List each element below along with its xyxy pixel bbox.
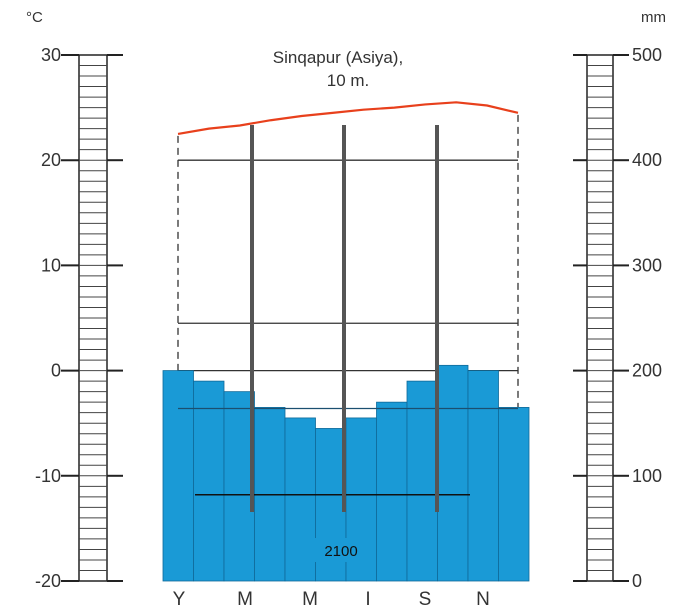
right-axis-unit: mm xyxy=(641,9,666,26)
precipitation-bar xyxy=(193,380,225,582)
chart-subtitle: 10 m. xyxy=(327,71,370,90)
precipitation-bar xyxy=(284,417,316,582)
right-axis-tick-label: 300 xyxy=(632,255,662,275)
annual-precipitation-label-bg xyxy=(313,538,369,562)
left-temperature-axis: 30 20 10 0 -10 -20 xyxy=(35,45,123,591)
right-axis-tick-label: 100 xyxy=(632,466,662,486)
left-axis-tick-label: 0 xyxy=(51,361,61,381)
precipitation-bar xyxy=(223,391,255,582)
x-axis-tick-label: S xyxy=(419,589,432,608)
x-axis-tick-label: N xyxy=(476,589,490,608)
left-axis-tick-label: 20 xyxy=(41,150,61,170)
left-axis-tick-label: 10 xyxy=(41,255,61,275)
precipitation-bar xyxy=(437,364,469,582)
chart-title: Sinqapur (Asiya), xyxy=(273,48,403,67)
right-precipitation-axis: 500 400 300 200 100 0 xyxy=(573,45,662,591)
temperature-line-group xyxy=(177,101,519,135)
precipitation-bar xyxy=(376,401,408,582)
precipitation-bars xyxy=(162,125,530,582)
left-axis-tick-label: 30 xyxy=(41,45,61,65)
annual-precipitation-annotation: 2100 xyxy=(313,538,369,562)
precipitation-bar xyxy=(162,370,194,582)
x-axis-tick-label: Y xyxy=(173,589,186,608)
left-axis-tick-label: -20 xyxy=(35,571,61,591)
precipitation-bar xyxy=(498,407,530,582)
precipitation-bar xyxy=(467,370,499,582)
x-axis-tick-label: M xyxy=(237,589,253,608)
right-axis-tick-label: 200 xyxy=(632,361,662,381)
x-axis-tick-label: M xyxy=(302,589,318,608)
right-axis-tick-label: 500 xyxy=(632,45,662,65)
left-axis-tick-label: -10 xyxy=(35,466,61,486)
chart-labels: °C mm Sinqapur (Asiya), 10 m. Y M M I S N xyxy=(26,9,666,610)
temperature-line xyxy=(177,101,519,135)
right-axis-tick-label: 400 xyxy=(632,150,662,170)
precipitation-bar xyxy=(406,380,438,582)
x-axis-tick-label: I xyxy=(365,589,370,608)
right-axis-tick-label: 0 xyxy=(632,571,642,591)
left-axis-unit: °C xyxy=(26,9,43,26)
annual-precipitation-label: 2100 xyxy=(324,543,357,560)
